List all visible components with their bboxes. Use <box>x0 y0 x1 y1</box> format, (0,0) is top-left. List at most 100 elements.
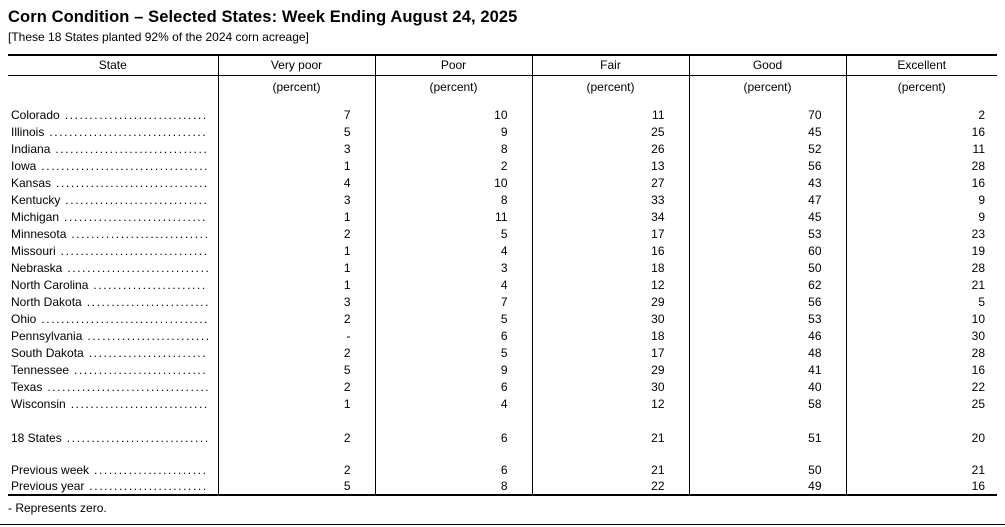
state-label: South Dakota <box>11 345 84 360</box>
value-cell-poor: 4 <box>374 395 532 412</box>
dot-leader <box>41 159 207 173</box>
state-cell: South Dakota <box>8 344 218 361</box>
value-cell-excellent: 22 <box>845 378 997 395</box>
value-cell-poor: 9 <box>374 361 532 378</box>
state-cell: Minnesota <box>8 225 218 242</box>
value-cell-fair: 17 <box>531 225 689 242</box>
value-cell-fair: 12 <box>531 395 689 412</box>
state-label: Indiana <box>11 141 51 156</box>
value-cell-good: 53 <box>688 225 846 242</box>
value-cell-good: 47 <box>688 191 846 208</box>
value-cell-good: 50 <box>688 259 846 276</box>
value-cell-excellent: 16 <box>845 123 997 140</box>
value-cell-poor: 8 <box>374 478 532 495</box>
value-cell-fair: 12 <box>531 276 689 293</box>
value-cell-excellent: 16 <box>845 478 997 495</box>
value-cell-very-poor: 2 <box>217 225 375 242</box>
value-cell-excellent: 20 <box>845 429 997 446</box>
state-label: Minnesota <box>11 226 67 241</box>
value-cell-excellent: 16 <box>845 174 997 191</box>
state-label: Texas <box>11 379 43 394</box>
state-cell: Pennsylvania <box>8 327 218 344</box>
dot-leader <box>94 463 207 477</box>
value-cell-good: 40 <box>688 378 846 395</box>
value-cell-fair: 13 <box>531 157 689 174</box>
dot-leader <box>71 227 207 241</box>
value-cell-very-poor: 5 <box>217 123 375 140</box>
value-cell-fair: 27 <box>531 174 689 191</box>
dot-leader <box>67 261 207 275</box>
dot-leader <box>47 380 207 394</box>
dot-leader <box>56 176 207 190</box>
page-title: Corn Condition – Selected States: Week E… <box>8 8 518 26</box>
table-row: Michigan11134459 <box>8 208 997 225</box>
header-row: State Very poor Poor Fair Good Excellent <box>8 55 997 76</box>
dot-leader <box>49 125 207 139</box>
value-cell-poor: 5 <box>374 344 532 361</box>
unit-cell: (percent) <box>688 75 846 98</box>
value-cell-good: 41 <box>688 361 846 378</box>
state-cell: Kentucky <box>8 191 218 208</box>
spacer-row <box>8 446 997 461</box>
value-cell-fair: 30 <box>531 310 689 327</box>
value-cell-fair: 18 <box>531 259 689 276</box>
value-cell-good: 45 <box>688 208 846 225</box>
dot-leader <box>74 363 207 377</box>
value-cell-very-poor: 4 <box>217 174 375 191</box>
spacer-cell <box>531 412 689 429</box>
column-header-excellent: Excellent <box>845 55 997 76</box>
spacer-row <box>8 98 997 106</box>
value-cell-excellent: 16 <box>845 361 997 378</box>
unit-cell-state <box>8 75 218 98</box>
value-cell-very-poor: 2 <box>217 378 375 395</box>
value-cell-excellent: 28 <box>845 259 997 276</box>
state-cell: Illinois <box>8 123 218 140</box>
state-cell: 18 States <box>8 429 218 446</box>
dot-leader <box>87 329 207 343</box>
value-cell-excellent: 30 <box>845 327 997 344</box>
dot-leader <box>93 278 207 292</box>
state-label: Colorado <box>11 107 60 122</box>
spacer-cell <box>217 98 375 106</box>
value-cell-poor: 6 <box>374 327 532 344</box>
value-cell-poor: 5 <box>374 310 532 327</box>
value-cell-very-poor: 2 <box>217 461 375 478</box>
value-cell-very-poor: 1 <box>217 259 375 276</box>
value-cell-very-poor: 3 <box>217 140 375 157</box>
spacer-cell <box>217 446 375 461</box>
value-cell-good: 49 <box>688 478 846 495</box>
value-cell-fair: 21 <box>531 461 689 478</box>
value-cell-very-poor: 1 <box>217 157 375 174</box>
value-cell-very-poor: 3 <box>217 191 375 208</box>
value-cell-fair: 17 <box>531 344 689 361</box>
value-cell-excellent: 9 <box>845 191 997 208</box>
value-cell-very-poor: 3 <box>217 293 375 310</box>
spacer-cell <box>845 98 997 106</box>
value-cell-poor: 9 <box>374 123 532 140</box>
bottom-rule <box>0 524 1005 525</box>
value-cell-good: 48 <box>688 344 846 361</box>
value-cell-very-poor: - <box>217 327 375 344</box>
state-cell: Nebraska <box>8 259 218 276</box>
state-cell: North Dakota <box>8 293 218 310</box>
value-cell-good: 56 <box>688 293 846 310</box>
column-header-good: Good <box>688 55 846 76</box>
value-cell-good: 62 <box>688 276 846 293</box>
value-cell-excellent: 21 <box>845 276 997 293</box>
value-cell-fair: 29 <box>531 361 689 378</box>
value-cell-fair: 33 <box>531 191 689 208</box>
value-cell-excellent: 21 <box>845 461 997 478</box>
spacer-cell <box>374 98 532 106</box>
dot-leader <box>65 193 207 207</box>
unit-cell: (percent) <box>531 75 689 98</box>
